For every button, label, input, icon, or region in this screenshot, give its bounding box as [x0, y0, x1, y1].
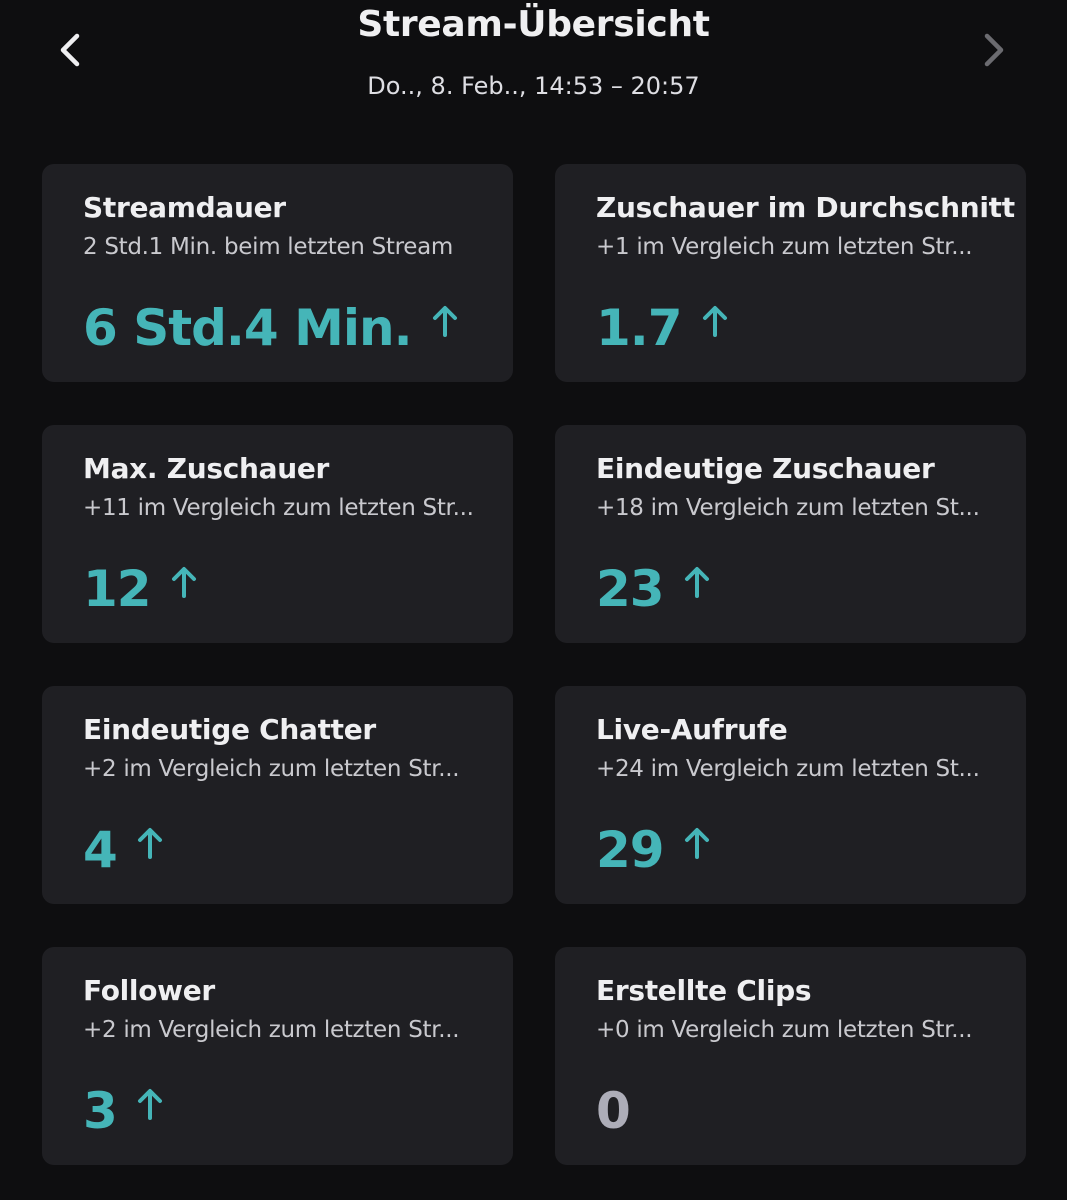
stat-value: 4 [83, 821, 118, 879]
stat-value: 6 Std.4 Min. [83, 299, 413, 357]
stat-title: Follower [83, 974, 215, 1007]
stat-value-row: 29 [596, 820, 712, 880]
stat-comparison: +1 im Vergleich zum letzten Str... [596, 234, 973, 260]
stat-value-row: 3 [83, 1081, 165, 1141]
stat-comparison: +2 im Vergleich zum letzten Str... [83, 756, 460, 782]
stat-card-max-viewers[interactable]: Max. Zuschauer +11 im Vergleich zum letzt… [42, 425, 513, 643]
stat-title: Streamdauer [83, 191, 286, 224]
stat-value: 0 [596, 1082, 631, 1140]
stat-comparison: +11 im Vergleich zum letzten Str... [83, 495, 474, 521]
trend-up-arrow-icon [684, 828, 709, 859]
stat-title: Zuschauer im Durchschnitt [596, 191, 1015, 224]
stat-title: Erstellte Clips [596, 974, 812, 1007]
trend-up-arrow-icon [684, 567, 709, 598]
chevron-right-icon [984, 33, 1004, 67]
trend-up-arrow-icon [702, 306, 727, 337]
page-title: Stream-Übersicht [357, 4, 710, 45]
stat-value-row: 23 [596, 559, 712, 619]
next-stream-button[interactable] [972, 28, 1016, 72]
page-header: Stream-Übersicht Do.., 8. Feb.., 14:53 –… [0, 0, 1067, 140]
stat-value-row: 0 [596, 1081, 631, 1141]
stat-value-row: 12 [83, 559, 199, 619]
stat-title: Live-Aufrufe [596, 713, 788, 746]
stat-value: 3 [83, 1082, 118, 1140]
previous-stream-button[interactable] [48, 28, 92, 72]
stat-card-stream-duration[interactable]: Streamdauer 2 Std.1 Min. beim letzten Str… [42, 164, 513, 382]
stats-grid: Streamdauer 2 Std.1 Min. beim letzten Str… [42, 164, 1026, 1165]
stat-value: 1.7 [596, 299, 683, 357]
stat-title: Max. Zuschauer [83, 452, 330, 485]
stat-card-average-viewers[interactable]: Zuschauer im Durchschnitt +1 im Vergleich… [555, 164, 1026, 382]
stat-comparison: 2 Std.1 Min. beim letzten Stream [83, 234, 454, 260]
trend-up-arrow-icon [137, 828, 162, 859]
stat-comparison: +2 im Vergleich zum letzten Str... [83, 1017, 460, 1043]
trend-up-arrow-icon [137, 1089, 162, 1120]
stat-title: Eindeutige Zuschauer [596, 452, 935, 485]
stat-value-row: 6 Std.4 Min. [83, 298, 460, 358]
stat-card-created-clips[interactable]: Erstellte Clips +0 im Vergleich zum letzt… [555, 947, 1026, 1165]
trend-up-arrow-icon [171, 567, 196, 598]
stat-value: 23 [596, 560, 665, 618]
stat-card-unique-chatters[interactable]: Eindeutige Chatter +2 im Vergleich zum le… [42, 686, 513, 904]
stat-card-live-views[interactable]: Live-Aufrufe +24 im Vergleich zum letzten… [555, 686, 1026, 904]
stat-title: Eindeutige Chatter [83, 713, 376, 746]
stat-value: 12 [83, 560, 152, 618]
chevron-left-icon [60, 33, 80, 67]
stat-card-unique-viewers[interactable]: Eindeutige Zuschauer +18 im Vergleich zum… [555, 425, 1026, 643]
stat-comparison: +0 im Vergleich zum letzten Str... [596, 1017, 973, 1043]
stat-card-followers[interactable]: Follower +2 im Vergleich zum letzten Str.… [42, 947, 513, 1165]
stat-value-row: 4 [83, 820, 165, 880]
stat-comparison: +24 im Vergleich zum letzten St... [596, 756, 980, 782]
stat-value-row: 1.7 [596, 298, 730, 358]
stat-value: 29 [596, 821, 665, 879]
stream-date-range: Do.., 8. Feb.., 14:53 – 20:57 [367, 72, 700, 100]
stat-comparison: +18 im Vergleich zum letzten St... [596, 495, 980, 521]
trend-up-arrow-icon [432, 306, 457, 337]
